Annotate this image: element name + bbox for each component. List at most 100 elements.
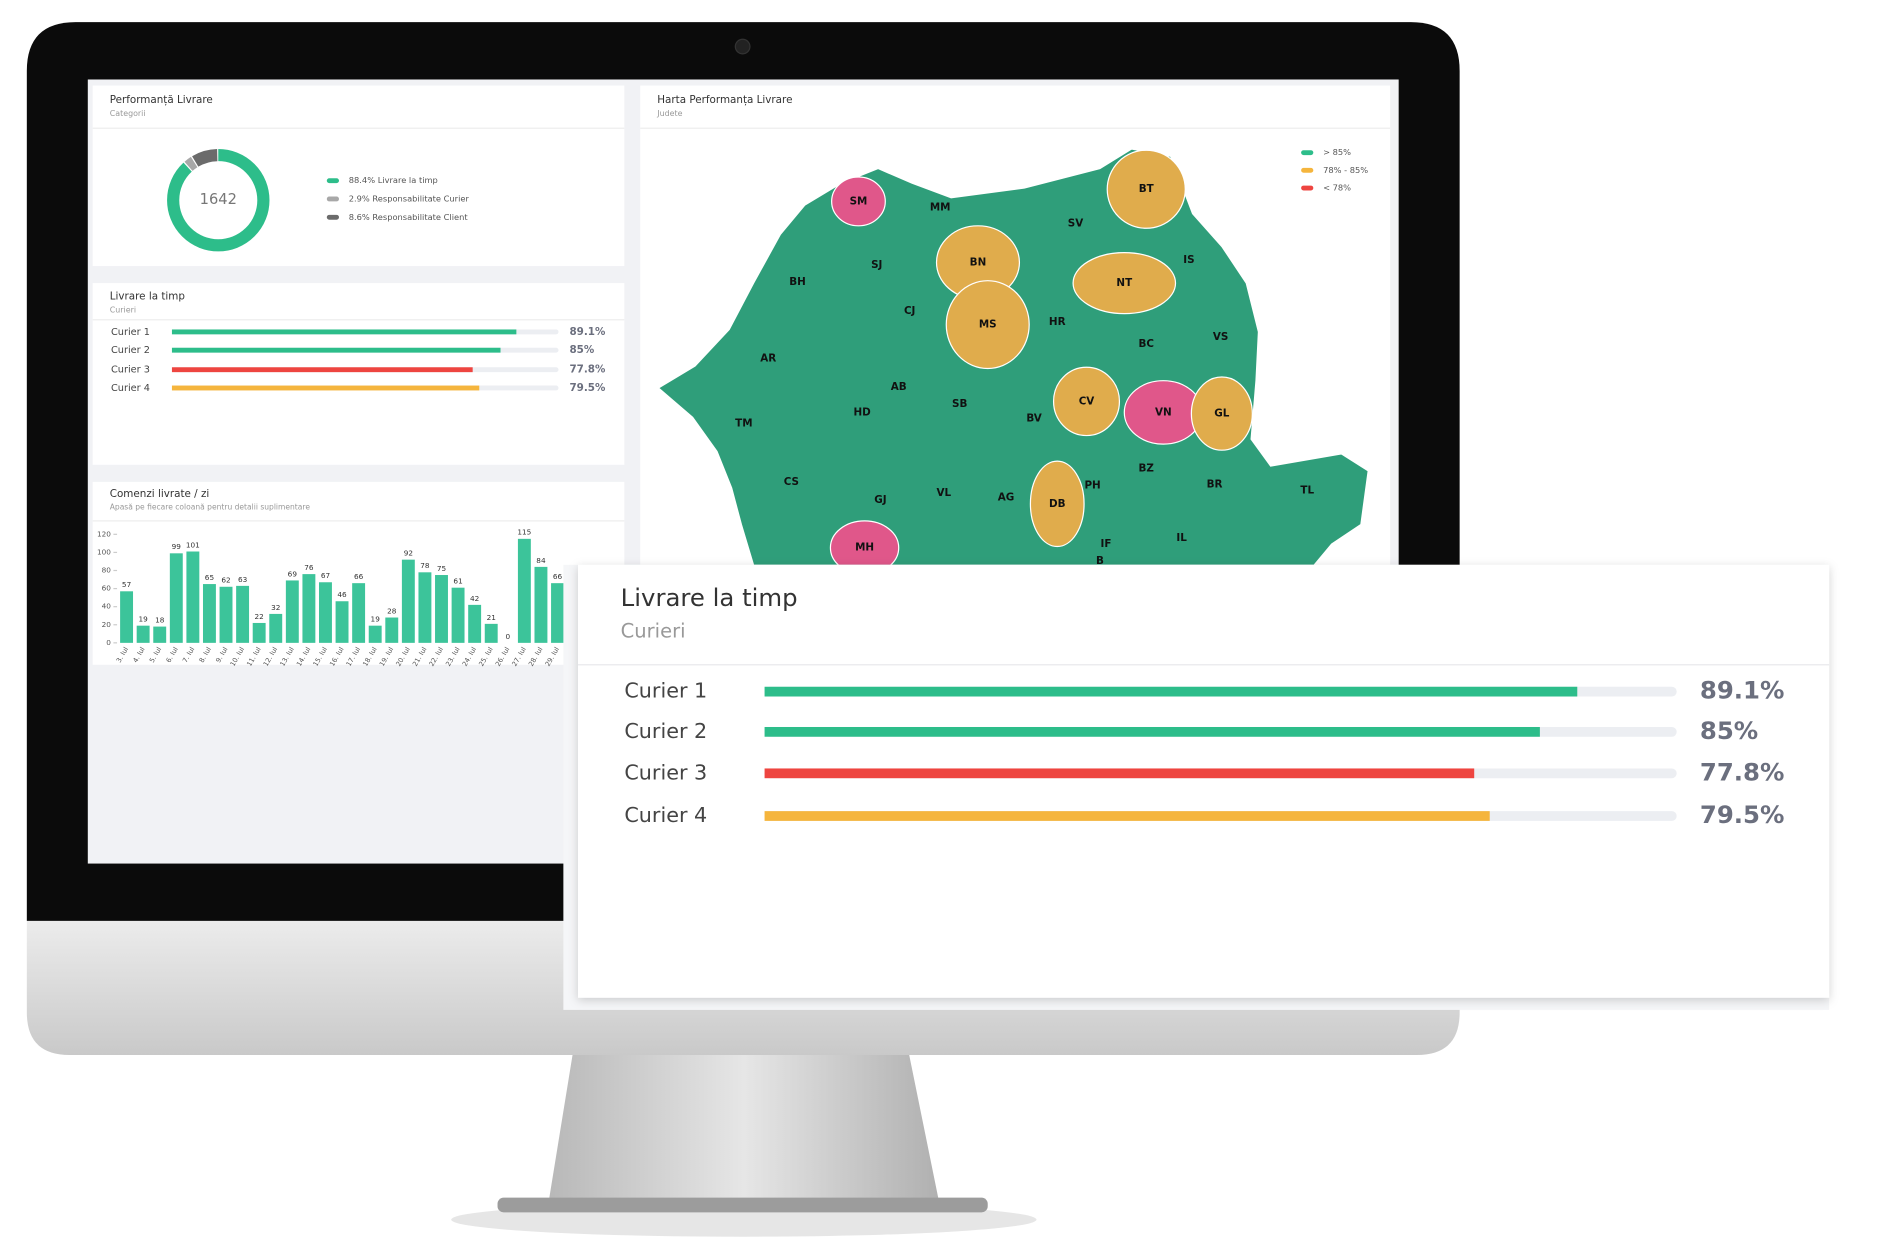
county-label: MH <box>855 542 874 554</box>
data-label: 21 <box>487 613 496 622</box>
card-subtitle: Curieri <box>110 305 136 314</box>
bar <box>171 367 473 373</box>
bar <box>335 601 349 643</box>
card-subtitle: Judete <box>656 109 682 118</box>
bar <box>186 551 200 643</box>
data-label: 92 <box>404 549 413 558</box>
map: SM MM SV BT BN IS SJ BH NT CJ MS HR VS BC AR AB SB CV VN GL… <box>657 148 1369 567</box>
county-label: IL <box>1176 532 1187 544</box>
bar <box>171 385 480 391</box>
legend-label: 88.4% Livrare la timp <box>349 175 438 185</box>
county-label: BV <box>1026 412 1042 424</box>
courier-name: Curier 1 <box>111 327 150 338</box>
legend-label: < 78% <box>1323 183 1351 193</box>
county-label: BZ <box>1139 462 1155 474</box>
bar <box>368 625 382 643</box>
bar <box>764 811 1490 821</box>
bar <box>285 580 299 643</box>
card-title: Livrare la timp <box>621 583 798 612</box>
bar <box>764 726 1540 737</box>
county-label: VS <box>1213 331 1228 343</box>
data-label: 99 <box>172 542 182 551</box>
bar-value: 77.8% <box>569 364 606 376</box>
county-shape <box>1190 376 1253 451</box>
bar <box>468 604 482 643</box>
bar-value: 79.5% <box>569 382 606 394</box>
bar <box>764 768 1475 779</box>
county-label: BC <box>1139 338 1155 350</box>
legend-swatch <box>1301 167 1314 173</box>
courier-name: Curier 1 <box>624 679 707 703</box>
bar-value: 79.5% <box>1700 800 1785 829</box>
bar-value: 85% <box>1700 716 1758 745</box>
y-tick-label: 80 <box>102 566 112 575</box>
county-label: B <box>1096 555 1104 567</box>
county-shape <box>945 280 1030 370</box>
county-label: AR <box>760 353 776 365</box>
data-label: 0 <box>505 632 510 641</box>
county-shape <box>1029 460 1085 548</box>
county-shape <box>1072 252 1177 315</box>
bar <box>169 553 183 643</box>
bar <box>236 585 250 643</box>
county-label: IF <box>1101 538 1112 550</box>
county-shape <box>829 520 900 565</box>
data-label: 101 <box>186 540 200 549</box>
county-shape <box>1106 149 1186 229</box>
overlay-card <box>578 564 1830 998</box>
data-label: 22 <box>255 612 264 621</box>
y-tick-label: 120 <box>97 529 111 538</box>
legend-label: > 85% <box>1323 147 1351 157</box>
webcam <box>734 38 751 55</box>
donut-center: 1642 <box>200 191 237 208</box>
data-label: 78 <box>420 561 430 570</box>
county-label: SV <box>1068 217 1083 229</box>
data-label: 115 <box>517 528 531 537</box>
bar <box>269 613 283 643</box>
y-tick-label: 60 <box>102 584 112 593</box>
county-label: BT <box>1139 183 1155 195</box>
county-label: SB <box>952 398 967 410</box>
y-tick-label: 0 <box>106 638 111 647</box>
card-subtitle: Categorii <box>110 109 146 118</box>
county-label: HR <box>1049 316 1066 328</box>
county-label: MM <box>930 202 951 214</box>
data-label: 69 <box>288 569 298 578</box>
data-label: 28 <box>387 606 397 615</box>
courier-name: Curier 4 <box>111 383 150 394</box>
bar <box>764 686 1578 697</box>
county-shape <box>1052 366 1121 437</box>
card-title: Performanță Livrare <box>110 94 213 106</box>
county-label: HD <box>853 406 871 418</box>
card-title: Comenzi livrate / zi <box>110 488 210 500</box>
county-label: AB <box>891 381 907 393</box>
county-label: MS <box>979 319 997 331</box>
courier-name: Curier 2 <box>111 345 150 356</box>
y-tick-label: 100 <box>97 547 111 556</box>
county-label: PH <box>1084 480 1100 492</box>
bar <box>252 622 266 643</box>
county-label: CV <box>1079 395 1095 407</box>
dashboard-left: Performanță Livrare Categorii 88.4% Livrar… <box>97 94 606 668</box>
county-label: NT <box>1116 277 1133 289</box>
data-label: 66 <box>553 572 563 581</box>
bar <box>385 617 399 643</box>
county-label: BR <box>1207 478 1223 490</box>
bar-value: 89.1% <box>1700 676 1785 705</box>
data-label: 42 <box>470 594 479 603</box>
bar <box>551 583 564 643</box>
stand-base <box>497 1197 988 1213</box>
legend-label: 8.6% Responsabilitate Client <box>349 212 469 222</box>
bar <box>534 566 548 643</box>
county-label: TM <box>735 417 752 429</box>
overlay: Livrare la timp Curieri Curier 1 89.1% Curie… <box>621 583 1785 829</box>
data-label: 19 <box>371 615 381 624</box>
bar <box>319 582 332 643</box>
bar <box>153 626 167 643</box>
y-tick-label: 20 <box>102 620 112 629</box>
data-label: 67 <box>321 571 331 580</box>
county-label: VN <box>1155 406 1172 418</box>
courier-name: Curier 4 <box>624 803 707 827</box>
bar <box>517 538 531 643</box>
